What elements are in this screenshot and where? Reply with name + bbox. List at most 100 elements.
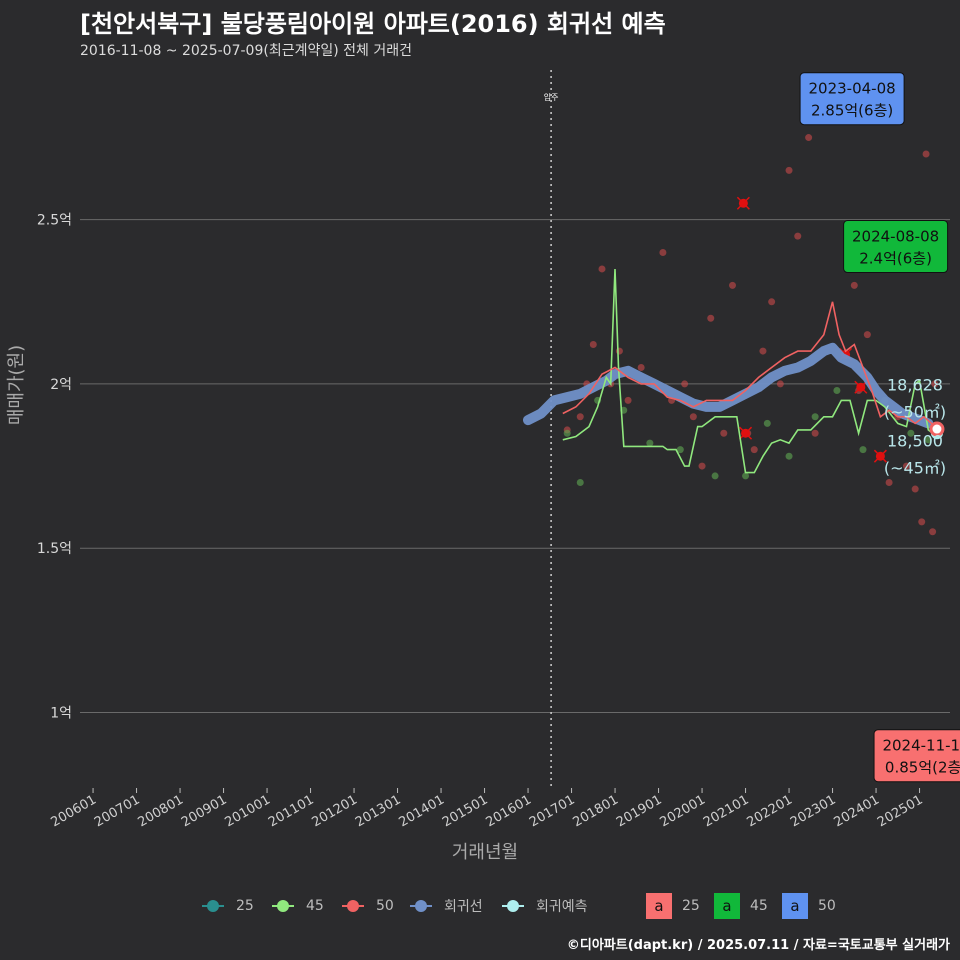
legend-item-forecast: 회귀예측 (500, 893, 588, 919)
legend-box-swatch-25: a (646, 893, 672, 919)
scatter-point-50 (911, 485, 919, 493)
scatter-point-50 (624, 396, 632, 404)
annotation-date-2: 2024-11-15 (882, 737, 960, 755)
scatter-point-50 (850, 281, 858, 289)
legend-box-50: a 50 (782, 893, 836, 919)
chart-subtitle: 2016-11-08 ~ 2025-07-09(최근계약일) 전체 거래건 (80, 43, 412, 59)
y-tick-label: 2억 (50, 377, 72, 393)
x-tick-label: 200801 (136, 792, 186, 830)
x-tick-label: 201401 (397, 792, 447, 830)
annotation-box-2 (873, 729, 960, 783)
legend-symbol-50 (340, 893, 366, 919)
scatter-point-50 (659, 249, 667, 257)
scatter-point-50 (681, 380, 689, 388)
legend-label-50: 50 (376, 898, 394, 914)
scatter-point-50 (929, 528, 937, 536)
scatter-point-50 (794, 232, 802, 240)
scatter-point-45 (907, 429, 915, 437)
scatter-point-50 (615, 347, 623, 355)
x-tick-label: 202501 (875, 792, 925, 830)
x-tick-label: 200901 (179, 792, 229, 830)
marked-point-cross (739, 426, 753, 440)
x-tick-label: 201601 (484, 792, 534, 830)
legend-label-regression: 회귀선 (444, 899, 483, 915)
legend-box-25: a 25 (646, 893, 700, 919)
marked-point-cross (854, 380, 868, 394)
scatter-point-45 (763, 419, 771, 427)
scatter-point-50 (637, 364, 645, 372)
legend-symbol-forecast (500, 893, 526, 919)
x-tick-label: 200701 (92, 792, 142, 830)
x-tick-label: 201001 (223, 792, 273, 830)
y-tick-label: 2.5억 (37, 213, 72, 229)
chart-title: [천안서북구] 불당풍림아이원 아파트(2016) 회귀선 예측 (80, 10, 666, 38)
x-tick-label: 201901 (614, 792, 664, 830)
x-tick-label: 202201 (745, 792, 795, 830)
legend-item-25: 25 (200, 893, 254, 919)
scatter-point-45 (646, 439, 654, 447)
scatter-point-50 (729, 281, 736, 289)
legend-symbol-45 (270, 893, 296, 919)
scatter-point-45 (811, 413, 819, 421)
scatter-point-50 (903, 462, 910, 470)
scatter-point-45 (563, 429, 571, 437)
legend: 25 45 50 회귀선 회귀예측 a 25 a 45 a 50 (0, 893, 960, 919)
x-tick-label: 202401 (832, 792, 882, 830)
x-tick-label: 202101 (701, 792, 751, 830)
scatter-point-45 (676, 446, 684, 454)
scatter-point-45 (576, 478, 584, 486)
marked-point-cross (873, 449, 887, 463)
legend-box-45: a 45 (714, 893, 768, 919)
x-tick-label: 202001 (658, 792, 708, 830)
x-tick-label: 201201 (310, 792, 360, 830)
annotation-date-0: 2023-04-08 (809, 80, 896, 98)
annotation-value-2: 0.85억(2층) (885, 759, 960, 777)
scatter-point-50 (805, 134, 813, 142)
legend-box-label-25: 25 (682, 898, 700, 914)
legend-item-45: 45 (270, 893, 324, 919)
scatter-point-45 (833, 387, 841, 395)
scatter-point-50 (698, 462, 706, 470)
legend-box-swatch-45: a (714, 893, 740, 919)
legend-label-45: 45 (306, 898, 324, 914)
scatter-point-50 (589, 341, 597, 349)
scatter-point-45 (711, 472, 719, 480)
scatter-point-50 (576, 413, 584, 421)
source-caption: ©디아파트(dapt.kr) / 2025.07.11 / 자료=국토교통부 실… (566, 938, 950, 953)
scatter-point-45 (742, 472, 750, 480)
legend-box-swatch-50: a (782, 893, 808, 919)
x-tick-label: 201501 (440, 792, 490, 830)
regression-line (523, 342, 934, 429)
series-line-45 (562, 268, 938, 474)
annotation-box-1 (843, 220, 949, 274)
annotation-value-0: 2.85억(6층) (811, 102, 893, 120)
scatter-point-50 (931, 380, 939, 388)
x-axis-title: 거래년월 (452, 842, 518, 863)
legend-item-regression: 회귀선 (408, 893, 483, 919)
y-tick-label: 1.5억 (37, 541, 72, 557)
scatter-point-50 (918, 518, 926, 526)
annotation-box-0 (799, 72, 905, 126)
scatter-point-50 (776, 380, 784, 388)
scatter-point-50 (750, 446, 758, 454)
x-tick-label: 201701 (527, 792, 577, 830)
annotation-date-1: 2024-08-08 (852, 228, 939, 246)
scatter-point-50 (689, 413, 697, 421)
scatter-point-50 (768, 298, 776, 306)
scatter-point-50 (785, 166, 793, 174)
legend-symbol-25 (200, 893, 226, 919)
move-in-label: 입주 (544, 93, 559, 102)
legend-item-50: 50 (340, 893, 394, 919)
legend-symbol-regression (408, 893, 434, 919)
scatter-point-50 (885, 478, 893, 486)
forecast-point-50 (929, 421, 945, 437)
scatter-point-50 (720, 429, 728, 437)
scatter-point-45 (924, 436, 932, 444)
y-tick-label: 1억 (50, 705, 72, 721)
legend-box-label-45: 45 (750, 898, 768, 914)
scatter-point-50 (598, 265, 606, 273)
scatter-point-45 (785, 452, 793, 460)
x-tick-label: 201101 (266, 792, 316, 830)
scatter-point-45 (859, 446, 867, 454)
end-label-45-value: 18,500 (887, 431, 943, 450)
